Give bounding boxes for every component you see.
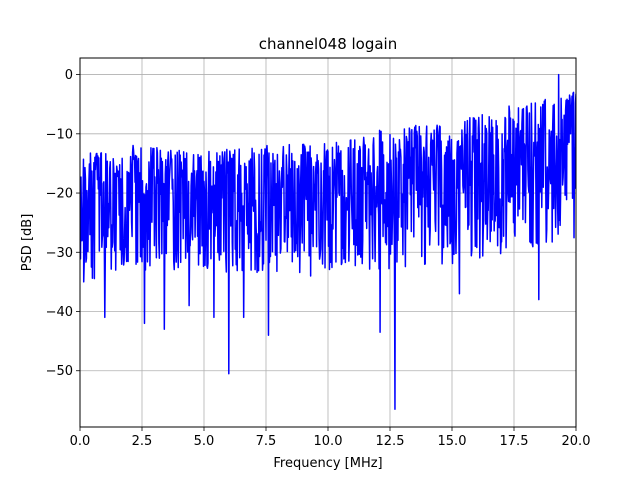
y-tick-label: 0 — [65, 68, 73, 83]
psd-series — [80, 73, 576, 410]
y-tick-label: −10 — [46, 127, 73, 142]
y-axis-label: PSD [dB] — [20, 214, 35, 272]
y-tick-label: −30 — [46, 246, 73, 261]
chart-title: channel048 logain — [259, 35, 398, 53]
x-axis-label: Frequency [MHz] — [273, 456, 382, 471]
x-axis: 0.0 2.5 5.0 7.5 10.0 12.5 15.0 17.5 20.0 — [70, 427, 591, 449]
y-tick-label: −40 — [46, 305, 73, 320]
x-tick-label: 20.0 — [562, 434, 591, 449]
x-tick-label: 5.0 — [194, 434, 215, 449]
x-tick-label: 10.0 — [314, 434, 343, 449]
x-tick-label: 7.5 — [256, 434, 277, 449]
y-axis: 0 −10 −20 −30 −40 −50 — [46, 68, 80, 379]
y-tick-label: −50 — [46, 364, 73, 379]
y-tick-label: −20 — [46, 187, 73, 202]
x-tick-label: 15.0 — [438, 434, 467, 449]
psd-line — [80, 73, 576, 410]
x-tick-label: 12.5 — [376, 434, 405, 449]
x-tick-label: 17.5 — [500, 434, 529, 449]
x-tick-label: 2.5 — [132, 434, 153, 449]
x-tick-label: 0.0 — [70, 434, 91, 449]
